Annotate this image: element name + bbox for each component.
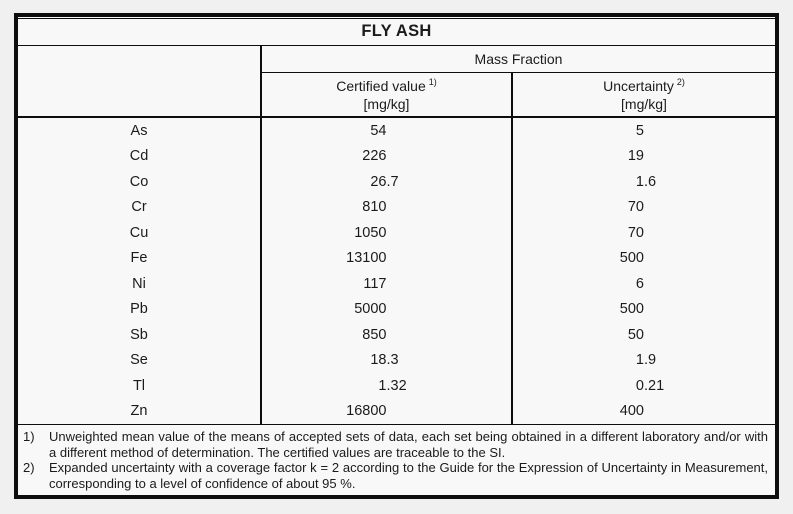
- empty-corner-cell: [18, 45, 262, 116]
- certified-cell: 226: [262, 143, 513, 169]
- uncertainty-cell: 70: [627, 224, 644, 241]
- element-cell: Se: [18, 347, 262, 373]
- uncertainty-cell: 5: [635, 122, 644, 139]
- footnote-ref-2: 2): [676, 77, 685, 88]
- certified-value-column-header: Certified value 1) [mg/kg]: [262, 73, 513, 116]
- column-group-header: Mass Fraction: [262, 46, 775, 73]
- uncertainty-cell: 500: [619, 301, 644, 318]
- element-cell: Cr: [18, 194, 262, 220]
- certified-cell: 16800: [262, 398, 513, 424]
- footnote-text: Unweighted mean value of the means of ac…: [49, 429, 768, 460]
- certified-cell: 13100: [262, 245, 513, 271]
- element-cell: Fe: [18, 245, 262, 271]
- element-cell: Ni: [18, 271, 262, 297]
- uncertainty-cell: 0.21: [635, 377, 665, 394]
- uncertainty-cell: 500: [619, 250, 644, 267]
- element-cell: Zn: [18, 398, 262, 424]
- element-cell: Tl: [18, 373, 262, 399]
- certified-cell: 1050: [262, 220, 513, 246]
- element-cell: Cd: [18, 143, 262, 169]
- certified-cell: 54: [262, 118, 513, 144]
- footnote-marker: 1): [23, 429, 35, 444]
- footnote-2: 2) Expanded uncertainty with a coverage …: [23, 460, 768, 491]
- uncertainty-cell: 1.6: [635, 173, 657, 190]
- element-cell: As: [18, 118, 262, 144]
- certified-cell: 850: [262, 322, 513, 348]
- fly-ash-certificate-table: FLY ASH Mass Fraction Certified value 1) …: [14, 13, 779, 499]
- certified-cell: 1.32: [262, 373, 513, 399]
- certified-cell: 810: [262, 194, 513, 220]
- element-cell: Cu: [18, 220, 262, 246]
- uncertainty-cell: 50: [627, 326, 644, 343]
- uncertainty-cell: 70: [627, 199, 644, 216]
- element-cell: Sb: [18, 322, 262, 348]
- table-header: Mass Fraction Certified value 1) [mg/kg] …: [18, 45, 775, 118]
- certified-cell: 26.7: [262, 169, 513, 195]
- uncertainty-cell: 1.9: [635, 352, 657, 369]
- certified-cell: 5000: [262, 296, 513, 322]
- data-table: As 54 5 Cd 226 19 Co 26.7 1.6 Cr 810 70 …: [18, 118, 775, 425]
- uncertainty-cell: 6: [635, 275, 644, 292]
- certified-cell: 117: [262, 271, 513, 297]
- footnote-ref-1: 1): [428, 77, 437, 88]
- certified-value-label: Certified value 1): [336, 77, 437, 94]
- certified-value-unit: [mg/kg]: [363, 95, 410, 112]
- footnotes-section: 1) Unweighted mean value of the means of…: [18, 425, 775, 495]
- element-cell: Co: [18, 169, 262, 195]
- uncertainty-unit: [mg/kg]: [621, 95, 667, 112]
- footnote-marker: 2): [23, 460, 35, 475]
- uncertainty-cell: 19: [627, 148, 644, 165]
- double-rule: [18, 17, 775, 19]
- certified-cell: 18.3: [262, 347, 513, 373]
- uncertainty-cell: 400: [619, 403, 644, 420]
- uncertainty-label: Uncertainty 2): [603, 77, 685, 94]
- footnote-text: Expanded uncertainty with a coverage fac…: [49, 460, 768, 491]
- element-cell: Pb: [18, 296, 262, 322]
- footnote-1: 1) Unweighted mean value of the means of…: [23, 429, 768, 460]
- uncertainty-column-header: Uncertainty 2) [mg/kg]: [513, 73, 775, 116]
- table-title: FLY ASH: [18, 19, 775, 46]
